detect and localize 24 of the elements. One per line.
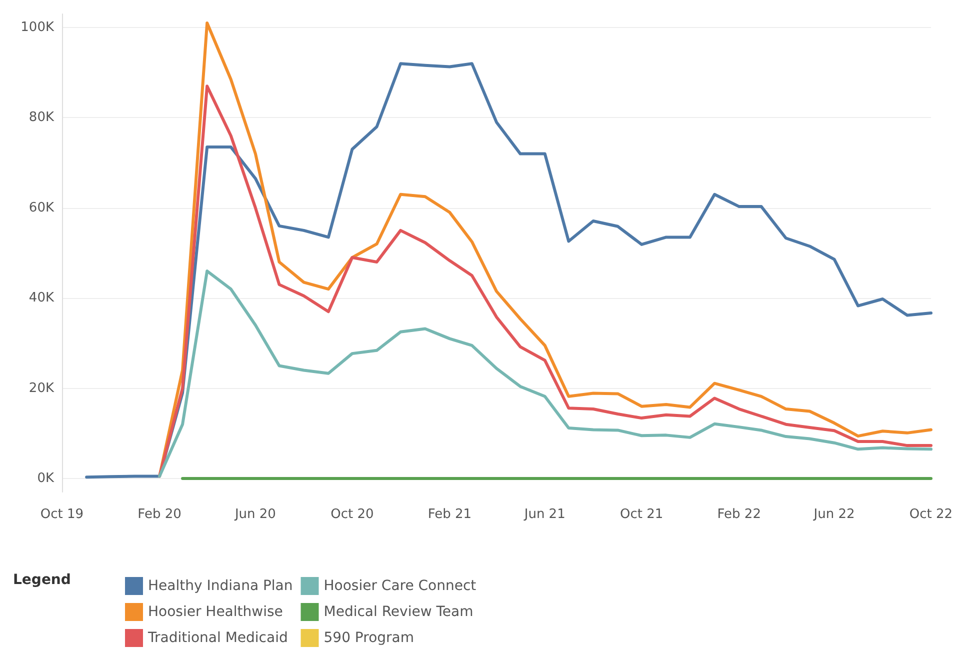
x-tick-label: Oct 21: [620, 507, 664, 522]
y-tick-label: 40K: [28, 290, 54, 306]
x-tick-label: Oct 20: [330, 507, 374, 522]
y-tick-label: 100K: [20, 20, 54, 36]
y-tick-label: 20K: [28, 380, 54, 396]
x-tick-label: Feb 22: [717, 507, 761, 522]
y-tick-label: 60K: [28, 200, 54, 216]
legend-label: Healthy Indiana Plan: [148, 578, 293, 594]
legend-label: 590 Program: [324, 630, 414, 646]
x-tick-label: Jun 22: [812, 507, 855, 522]
legend-label: Hoosier Care Connect: [324, 578, 477, 594]
x-tick-label: Feb 21: [428, 507, 472, 522]
x-tick-label: Jun 20: [234, 507, 276, 522]
legend-title: Legend: [13, 572, 71, 588]
y-tick-label: 0K: [37, 470, 54, 486]
x-tick-label: Jun 21: [523, 507, 566, 522]
x-tick-label: Oct 19: [40, 507, 84, 522]
x-tick-label: Feb 20: [138, 507, 182, 522]
legend-label: Traditional Medicaid: [147, 630, 288, 646]
y-tick-label: 80K: [28, 110, 54, 126]
legend-label: Hoosier Healthwise: [148, 604, 283, 620]
x-tick-label: Oct 22: [909, 507, 953, 522]
line-series: [158, 270, 932, 478]
legend-label: Medical Review Team: [324, 604, 474, 620]
